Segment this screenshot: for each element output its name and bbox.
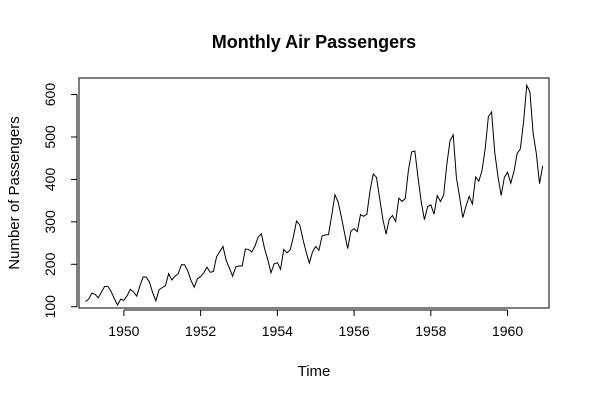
x-tick-label: 1950 — [108, 323, 139, 339]
x-tick-label: 1956 — [339, 323, 370, 339]
x-tick-label: 1954 — [262, 323, 293, 339]
y-axis-label: Number of Passengers — [6, 116, 23, 269]
x-tick-label: 1960 — [492, 323, 523, 339]
chart-title: Monthly Air Passengers — [212, 32, 416, 52]
data-points — [86, 85, 543, 305]
passengers-series-line — [85, 83, 544, 307]
plot-area-frame — [78, 77, 550, 309]
y-tick-label: 300 — [42, 210, 58, 234]
y-axis: 100 200 300 400 500 600 — [42, 83, 78, 319]
y-tick-label: 500 — [42, 125, 58, 149]
x-axis-label: Time — [298, 363, 331, 380]
x-tick-label: 1958 — [415, 323, 446, 339]
x-tick-label: 1952 — [185, 323, 216, 339]
y-tick-label: 600 — [42, 83, 58, 107]
y-tick-label: 100 — [42, 295, 58, 319]
y-tick-label: 200 — [42, 252, 58, 276]
y-tick-label: 400 — [42, 168, 58, 192]
x-axis: 1950 1952 1954 1956 1958 1960 — [108, 309, 523, 339]
